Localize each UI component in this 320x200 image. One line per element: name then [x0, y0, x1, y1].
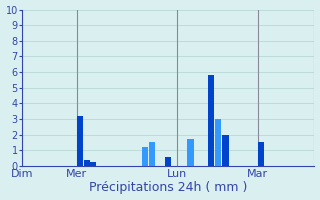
- Bar: [215, 119, 221, 166]
- Bar: [258, 142, 264, 166]
- X-axis label: Précipitations 24h ( mm ): Précipitations 24h ( mm ): [89, 181, 247, 194]
- Bar: [77, 116, 83, 166]
- Bar: [222, 135, 229, 166]
- Bar: [90, 162, 96, 166]
- Bar: [208, 75, 214, 166]
- Bar: [187, 139, 194, 166]
- Bar: [149, 142, 155, 166]
- Bar: [142, 147, 148, 166]
- Bar: [84, 160, 90, 166]
- Bar: [164, 157, 171, 166]
